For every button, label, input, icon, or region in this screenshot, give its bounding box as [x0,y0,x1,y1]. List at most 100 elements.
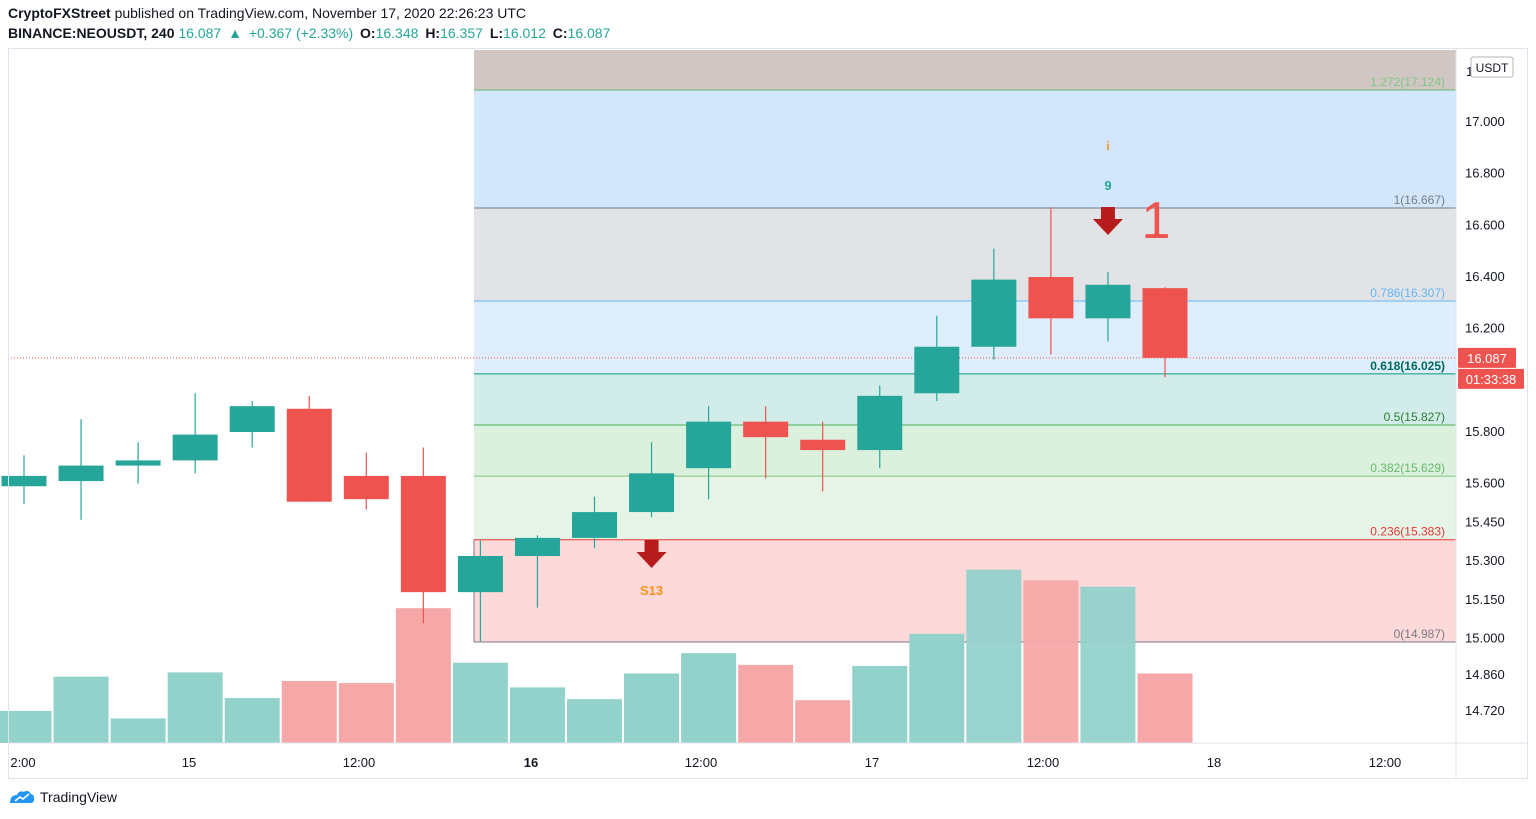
candle-body [229,406,275,432]
candle-body [629,473,675,513]
volume-bar [738,664,794,743]
volume-bar [909,633,965,743]
low-value: 16.012 [503,25,546,41]
candle-body [343,475,389,500]
volume-bar [509,687,565,743]
symbol-name[interactable]: BINANCE:NEOUSDT, 240 [8,25,175,41]
fib-zone-1272 [474,90,1456,209]
chart-publish-info: CryptoFXStreet published on TradingView.… [8,5,526,21]
fib-level-label: 0.5(15.827) [1384,410,1445,424]
time-tick-label: 12:00 [1027,755,1060,770]
candle-body [857,395,903,451]
volume-bar [681,653,737,743]
high-label: H: [425,25,441,41]
low-label: L: [489,25,504,41]
candle-body [172,434,218,461]
symbol-legend: BINANCE:NEOUSDT, 240 16.087 ▲ +0.367 (+2… [8,25,613,41]
tradingview-brand: TradingView [40,789,118,805]
candle-body [800,439,846,451]
currency-box [1470,56,1514,78]
fib-zone-0382 [474,476,1456,540]
time-tick-label: 18 [1207,755,1221,770]
candle-body [1142,288,1188,358]
sell-arrow-icon [636,540,667,568]
volume-bar [1080,586,1136,743]
currency-label: USDT [1476,61,1509,75]
volume-bar [567,699,622,743]
volume-bar [852,665,908,743]
last-price-tag [1458,347,1516,368]
candle-body [743,421,789,438]
candle-body [1,475,47,487]
fib-zone-1 [474,208,1456,302]
fib-level-label: 0.786(16.307) [1370,286,1445,300]
countdown-tag [1458,368,1524,389]
time-tick-label: 12:00 [1369,755,1402,770]
time-tick-label: 12:00 [685,755,718,770]
candle-body [400,475,446,593]
volume-bar [1023,580,1079,743]
close-label: C: [552,25,568,41]
publisher-name: CryptoFXStreet [8,5,111,21]
price-tick-label: 16.600 [1465,217,1505,232]
fib-zone-05 [474,425,1456,477]
candle-body [914,346,960,394]
td-sequential-label: S13 [640,583,663,598]
price-change: +0.367 (+2.33%) [248,25,354,41]
volume-bar [167,672,223,743]
fib-zone-0236 [474,539,1456,642]
fib-zone-0618 [474,373,1456,426]
price-tick-label: 15.600 [1465,476,1505,491]
tradingview-logo-icon [10,790,35,803]
price-tick-label: 16.200 [1465,321,1505,336]
last-price-tag-label: 16.087 [1467,351,1507,366]
candle-body [514,537,560,556]
time-tick-label: 12:00 [343,755,376,770]
volume-bar [624,673,680,743]
price-tick-label: 15.000 [1465,631,1505,646]
fib-level-label: 0.236(15.383) [1370,525,1445,539]
price-tick-label: 16.400 [1465,269,1505,284]
price-tick-label: 15.450 [1465,514,1505,529]
volume-bar [281,680,337,743]
candle-body [457,555,503,593]
fib-level-label: 0(14.987) [1394,627,1445,641]
candle-body [686,421,732,469]
up-triangle-icon: ▲ [228,25,242,41]
price-tick-label: 14.860 [1465,667,1505,682]
open-label: O: [360,25,376,41]
fib-level-label: 0.618(16.025) [1370,359,1445,373]
time-tick-label: 17 [865,755,879,770]
countdown-label: 01:33:38 [1466,372,1517,387]
price-tick-label: 15.300 [1465,553,1505,568]
volume-bar [795,700,851,743]
price-tick-label: 15.150 [1465,592,1505,607]
time-tick-label: 2:00 [10,755,35,770]
fib-level-label: 0.382(15.629) [1370,461,1445,475]
volume-bar [53,676,109,743]
candle-body [572,512,617,538]
td-count-label: 9 [1104,178,1111,193]
candle-body [115,460,161,466]
annotation-number: 1 [1142,192,1171,250]
fib-level-label: 1.272(17.124) [1370,75,1445,89]
fib-zone-0786 [474,301,1456,374]
candle-body [971,279,1017,347]
fib-zone-above [474,50,1456,90]
price-tick-label: 1 [1466,64,1473,79]
price-tick-label: 16.800 [1465,166,1505,181]
open-value: 16.348 [375,25,419,41]
volume-bar [966,569,1022,743]
tradingview-footer[interactable]: TradingView [8,789,117,805]
candle-body [1028,277,1074,319]
fib-level-label: 1(16.667) [1394,193,1445,207]
info-marker: i [1106,139,1109,153]
price-tick-label: 14.720 [1465,703,1505,718]
candle-body [1085,284,1131,319]
volume-bar [452,662,508,743]
high-value: 16.357 [440,25,483,41]
close-value: 16.087 [567,25,611,41]
candle-body [286,408,332,502]
volume-bar [1137,673,1193,743]
